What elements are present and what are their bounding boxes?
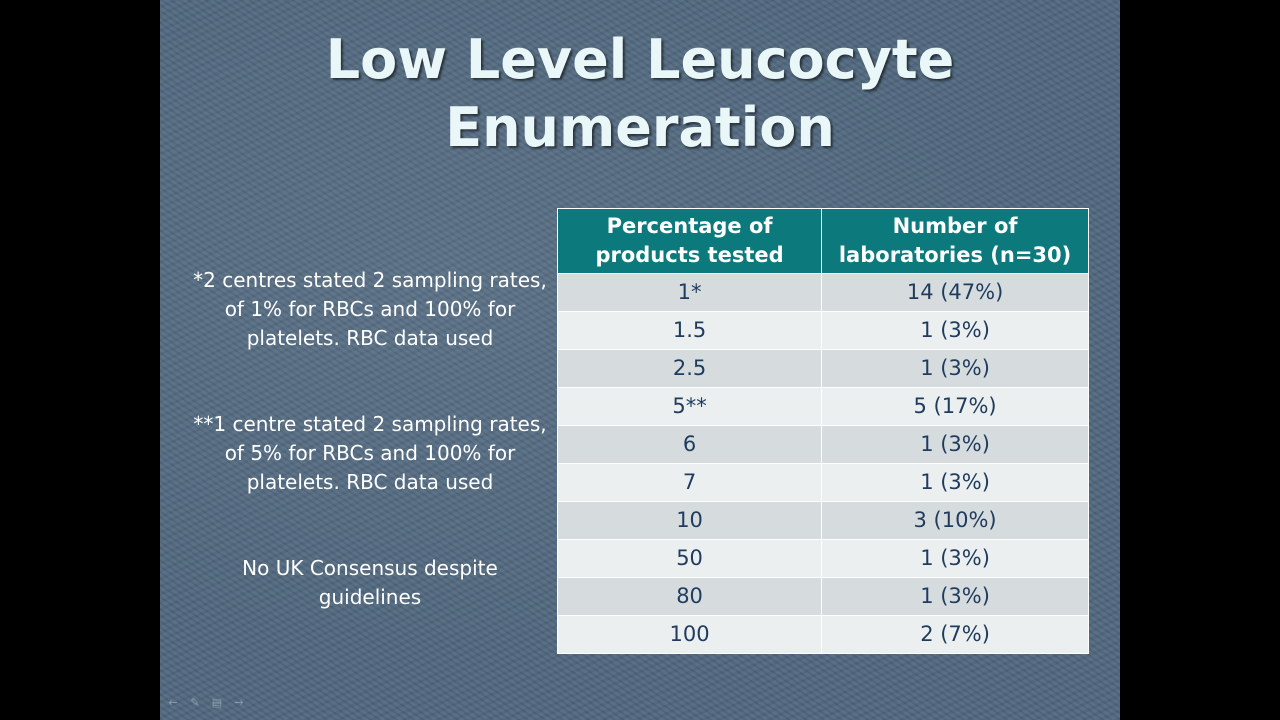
back-arrow-icon[interactable]: ← — [168, 696, 178, 709]
laboratories-cell: 1 (3%) — [821, 539, 1089, 578]
forward-arrow-icon[interactable]: → — [234, 696, 244, 709]
percentage-cell: 7 — [556, 463, 823, 502]
laboratories-cell: 2 (7%) — [821, 615, 1089, 654]
slide-title: Low Level Leucocyte Enumeration — [160, 26, 1120, 162]
table-row: 1.5 1 (3%) — [556, 311, 1089, 350]
table-row: 10 3 (10%) — [556, 501, 1089, 540]
laboratories-cell: 3 (10%) — [821, 501, 1089, 540]
percentage-cell: 80 — [556, 577, 823, 616]
footnote-3: No UK Consensus despite guidelines — [242, 556, 498, 609]
table-row: 50 1 (3%) — [556, 539, 1089, 578]
pen-icon[interactable]: ✎ — [190, 696, 200, 709]
table-row: 6 1 (3%) — [556, 425, 1089, 464]
footnote-2: **1 centre stated 2 sampling rates, of 5… — [193, 412, 547, 494]
results-table: Percentage of products tested Number of … — [556, 208, 1089, 654]
laboratories-cell: 1 (3%) — [821, 311, 1089, 350]
slide: Low Level Leucocyte Enumeration *2 centr… — [160, 0, 1120, 720]
percentage-cell: 50 — [556, 539, 823, 578]
title-line-1: Low Level Leucocyte — [325, 28, 955, 91]
laboratories-cell: 1 (3%) — [821, 425, 1089, 464]
laboratories-cell: 1 (3%) — [821, 463, 1089, 502]
footnotes: *2 centres stated 2 sampling rates, of 1… — [190, 266, 550, 612]
menu-icon[interactable]: ▤ — [211, 696, 223, 709]
percentage-cell: 1* — [556, 273, 823, 312]
title-line-2: Enumeration — [445, 96, 835, 159]
table-row: 5** 5 (17%) — [556, 387, 1089, 426]
laboratories-cell: 14 (47%) — [821, 273, 1089, 312]
percentage-cell: 10 — [556, 501, 823, 540]
table-row: 7 1 (3%) — [556, 463, 1089, 502]
slide-nav-controls: ← ✎ ▤ → — [166, 697, 246, 713]
table-row: 100 2 (7%) — [556, 615, 1089, 654]
percentage-cell: 6 — [556, 425, 823, 464]
table-row: 80 1 (3%) — [556, 577, 1089, 616]
table-header-row: Percentage of products tested Number of … — [556, 208, 1089, 274]
footnote-1: *2 centres stated 2 sampling rates, of 1… — [193, 268, 547, 350]
percentage-cell: 1.5 — [556, 311, 823, 350]
percentage-cell: 5** — [556, 387, 823, 426]
header-laboratories: Number of laboratories (n=30) — [821, 208, 1089, 274]
laboratories-cell: 1 (3%) — [821, 349, 1089, 388]
header-percentage: Percentage of products tested — [556, 208, 823, 274]
table-row: 1* 14 (47%) — [556, 273, 1089, 312]
laboratories-cell: 1 (3%) — [821, 577, 1089, 616]
percentage-cell: 2.5 — [556, 349, 823, 388]
laboratories-cell: 5 (17%) — [821, 387, 1089, 426]
table-row: 2.5 1 (3%) — [556, 349, 1089, 388]
percentage-cell: 100 — [556, 615, 823, 654]
